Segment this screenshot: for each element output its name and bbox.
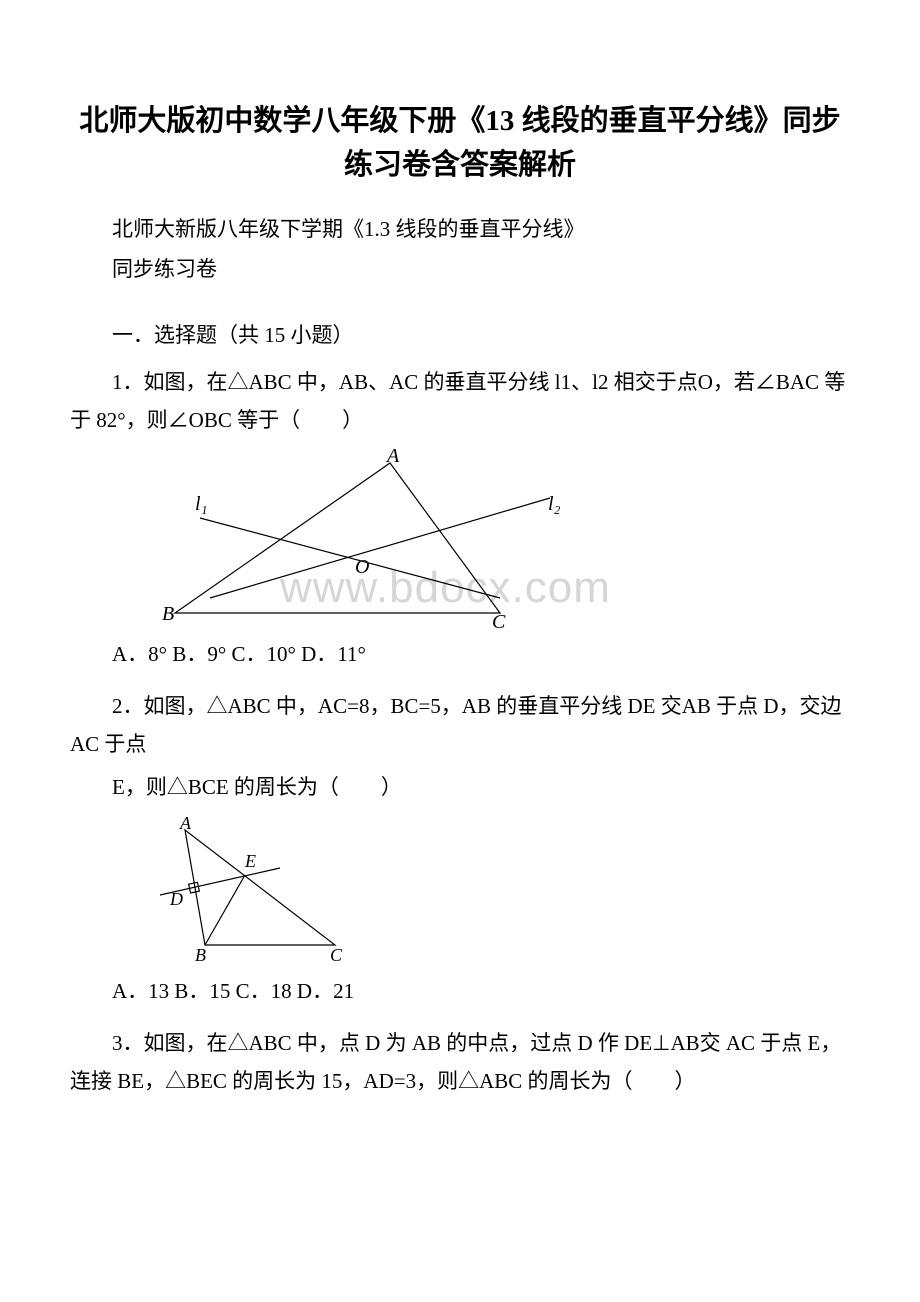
fig1-label-l2: l₂ [548, 493, 561, 515]
fig2-label-B: B [195, 945, 206, 965]
fig1-label-B: B [162, 603, 174, 625]
figure-1-svg: A B C O l₁ l₂ [160, 448, 600, 628]
subtitle-1: 北师大新版八年级下学期《1.3 线段的垂直平分线》 [70, 211, 850, 249]
fig1-label-l1: l₁ [195, 493, 208, 515]
fig2-label-D: D [169, 889, 183, 909]
fig1-label-A: A [385, 448, 400, 467]
question-2-options: A．13 B．15 C．18 D．21 [70, 973, 850, 1011]
figure-1-container: www.bdocx.com A B C O l₁ l₂ [160, 448, 850, 628]
question-1-options: A．8° B．9° C．10° D．11° [70, 636, 850, 674]
fig2-label-C: C [330, 945, 343, 965]
figure-2-svg: A B C D E [150, 815, 360, 965]
page-title: 北师大版初中数学八年级下册《13 线段的垂直平分线》同步练习卷含答案解析 [70, 100, 850, 187]
figure-2-container: A B C D E [140, 815, 850, 965]
fig1-label-C: C [492, 611, 506, 628]
question-1: 1．如图，在△ABC 中，AB、AC 的垂直平分线 l1、l2 相交于点O，若∠… [70, 364, 850, 440]
question-2a: 2．如图，△ABC 中，AC=8，BC=5，AB 的垂直平分线 DE 交AB 于… [70, 688, 850, 764]
fig2-label-A: A [179, 815, 192, 833]
fig1-label-O: O [355, 556, 369, 578]
subtitle-2: 同步练习卷 [70, 251, 850, 289]
section-heading: 一．选择题（共 15 小题） [70, 317, 850, 355]
question-2b: E，则△BCE 的周长为（ ） [70, 769, 850, 807]
question-3: 3．如图，在△ABC 中，点 D 为 AB 的中点，过点 D 作 DE⊥AB交 … [70, 1025, 850, 1101]
fig2-label-E: E [244, 851, 256, 871]
